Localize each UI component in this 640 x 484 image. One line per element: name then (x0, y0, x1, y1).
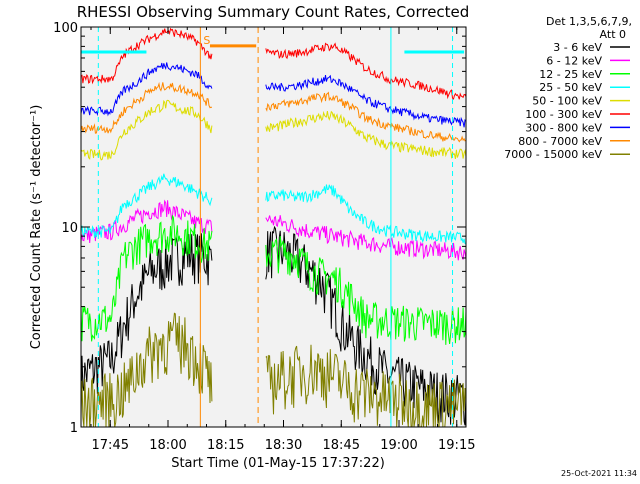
x-tick-label-3: 18:30 (265, 438, 302, 453)
y-tick-label-0: 1 (70, 421, 78, 436)
legend-label-2: 6 - 12 keV (546, 54, 602, 67)
x-axis-label: Start Time (01-May-15 17:37:22) (171, 456, 385, 471)
saa-marker: S (203, 34, 210, 47)
x-tick-label-4: 18:45 (323, 438, 360, 453)
generation-timestamp: 25-Oct-2021 11:34 (561, 469, 637, 478)
chart-title: RHESSI Observing Summary Count Rates, Co… (77, 3, 470, 21)
x-tick-label-6: 19:15 (438, 438, 475, 453)
legend-label-5: 50 - 100 keV (532, 95, 602, 108)
x-tick-label-0: 17:45 (92, 438, 129, 453)
legend-label-6: 100 - 300 keV (525, 108, 602, 121)
y-axis-label: Corrected Count Rate (s⁻¹ detector⁻¹) (29, 105, 44, 350)
y-tick-label-2: 100 (53, 21, 78, 36)
detector-label-line2: Att 0 (600, 28, 626, 41)
series-layer (80, 27, 467, 428)
series-line-8 (80, 81, 467, 143)
axis-layer: 17:45 18:00 18:15 18:30 18:45 19:00 19:15 1 10 10… (53, 21, 475, 453)
series-line-9 (80, 312, 467, 428)
legend-label-7: 300 - 800 keV (525, 121, 602, 134)
detector-label-line1: Det 1,3,5,6,7,9, (546, 15, 632, 28)
x-tick-label-2: 18:15 (207, 438, 244, 453)
legend-label-3: 12 - 25 keV (539, 68, 602, 81)
y-tick-label-1: 10 (61, 221, 78, 236)
series-line-7 (80, 62, 467, 128)
series-line-4 (80, 173, 467, 245)
legend-label-9: 7000 - 15000 keV (504, 148, 602, 161)
x-tick-label-5: 19:00 (380, 438, 417, 453)
marker-layer: S (81, 27, 465, 427)
legend-label-4: 25 - 50 keV (539, 81, 602, 94)
series-line-6 (80, 27, 467, 100)
legend-label-1: 3 - 6 keV (553, 41, 602, 54)
series-line-3 (80, 215, 467, 345)
x-tick-label-1: 18:00 (149, 438, 186, 453)
legend-label-8: 800 - 7000 keV (518, 135, 602, 148)
series-line-5 (80, 99, 467, 161)
